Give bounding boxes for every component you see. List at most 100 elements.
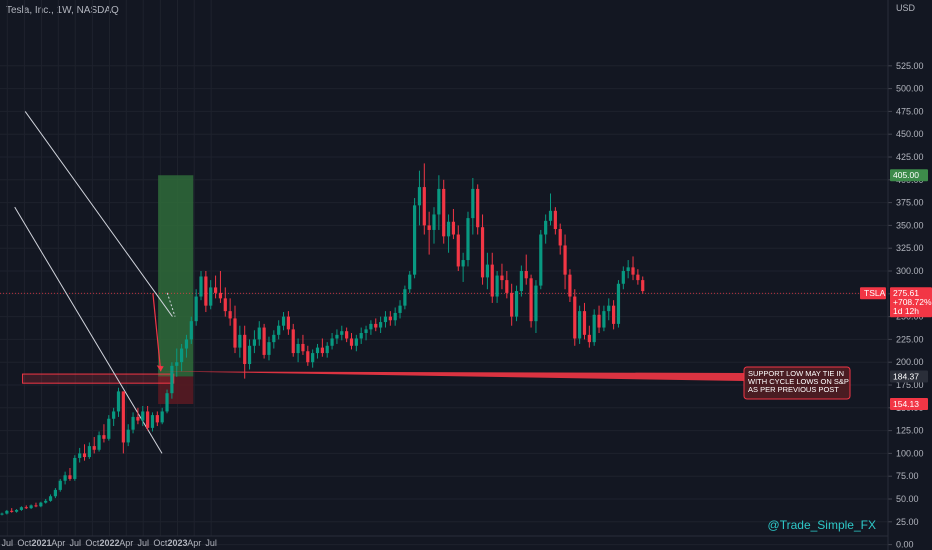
candle (97, 435, 101, 450)
candle (548, 210, 553, 221)
candle (587, 334, 591, 343)
y-tick-label: 75.00 (896, 471, 919, 481)
candle (165, 393, 169, 412)
y-tick-label: 525.00 (896, 61, 924, 71)
candle (0, 513, 4, 515)
candle (359, 333, 363, 339)
candle (345, 331, 349, 339)
overlay-drawings: SUPPORT LOW MAY TIE IN WITH CYCLE LOWS ON… (152, 293, 851, 400)
forecast-arrow (152, 293, 162, 372)
target-price-tag: 405.00 (893, 170, 919, 180)
candle (422, 187, 426, 226)
y-tick-label: 0.00 (896, 540, 914, 550)
candle (388, 316, 392, 321)
channel-lower-line[interactable] (14, 206, 163, 454)
candle (442, 188, 446, 237)
candle (73, 457, 77, 479)
candle (179, 348, 184, 363)
candle (160, 411, 164, 423)
candle (500, 275, 504, 281)
x-tick-label: Oct (17, 538, 32, 548)
channel-upper-dashed[interactable] (166, 292, 176, 317)
candle (218, 292, 223, 299)
candle (63, 475, 67, 481)
y-tick-label: 500.00 (896, 84, 924, 94)
candle (485, 264, 490, 278)
candle (364, 329, 368, 334)
candle (121, 391, 125, 443)
candle (102, 435, 106, 439)
y-tick-label: 350.00 (896, 220, 924, 230)
candle (267, 342, 271, 355)
candle (427, 225, 431, 230)
candle (524, 271, 528, 279)
y-axis[interactable]: −25.000.0025.0050.0075.00100.00125.00150… (887, 0, 924, 550)
candle (325, 345, 329, 354)
candle (281, 316, 286, 326)
x-tick-label: Jul (205, 538, 217, 548)
price-tags: 405.00 184.37 154.13 275.61+708.72%1d 12h TS… (860, 169, 932, 411)
candle (480, 227, 485, 278)
author-watermark: @Trade_Simple_FX (767, 518, 876, 532)
candle (209, 287, 213, 306)
candle (621, 271, 625, 284)
candle (578, 311, 582, 339)
x-tick-label: Apr (119, 538, 133, 548)
y-tick-label: 200.00 (896, 357, 924, 367)
y-tick-label: 375.00 (896, 198, 924, 208)
change-value: +708.72% (893, 297, 932, 307)
candle (612, 305, 616, 324)
last-price-bg (890, 287, 932, 318)
y-tick-label: 125.00 (896, 426, 924, 436)
channel-upper-line[interactable] (24, 111, 173, 317)
annotation-box (743, 366, 851, 400)
candle (398, 305, 402, 313)
candle (175, 362, 179, 366)
callout-pointer (160, 371, 745, 381)
y-tick-label: 25.00 (896, 517, 919, 527)
candle (141, 411, 145, 421)
candle (568, 274, 572, 297)
position-zones (158, 175, 194, 405)
annotation-text: SUPPORT LOW MAY TIE IN WITH CYCLE LOWS ON… (748, 369, 849, 394)
x-tick-label: 2021 (32, 538, 52, 548)
candle (408, 274, 412, 290)
y-tick-label: 450.00 (896, 129, 924, 139)
candle (403, 289, 407, 306)
candle (262, 327, 266, 355)
x-tick-label: Oct (153, 538, 168, 548)
candle (354, 338, 358, 346)
y-tick-label: 300.00 (896, 266, 924, 276)
y-tick-label: 325.00 (896, 243, 924, 253)
candle (544, 220, 548, 235)
trendline-drawings[interactable] (0, 111, 888, 454)
candle (150, 415, 155, 428)
candle (636, 274, 640, 281)
candle (446, 221, 451, 237)
entry-price-tag-bg (890, 370, 928, 383)
candle (243, 334, 247, 365)
candle (68, 475, 72, 479)
candle (189, 321, 193, 340)
candle (126, 429, 130, 443)
candle (291, 329, 295, 354)
candle (471, 188, 475, 219)
candle (466, 218, 470, 261)
candle (519, 271, 523, 292)
candle (228, 311, 232, 319)
symbol-tag-bg (860, 287, 886, 300)
candle (277, 325, 281, 335)
support-zone[interactable] (22, 373, 175, 384)
candle (393, 312, 397, 321)
candle (184, 339, 189, 349)
candle (335, 334, 339, 339)
x-tick-label: Apr (51, 538, 65, 548)
x-axis[interactable]: AprJulOct2021AprJulOct2022AprJulOct2023A… (0, 535, 888, 548)
candle (233, 318, 237, 348)
candle (24, 507, 28, 509)
candle (199, 276, 203, 297)
candle (116, 391, 121, 412)
candle (461, 260, 465, 267)
candle (369, 323, 373, 330)
